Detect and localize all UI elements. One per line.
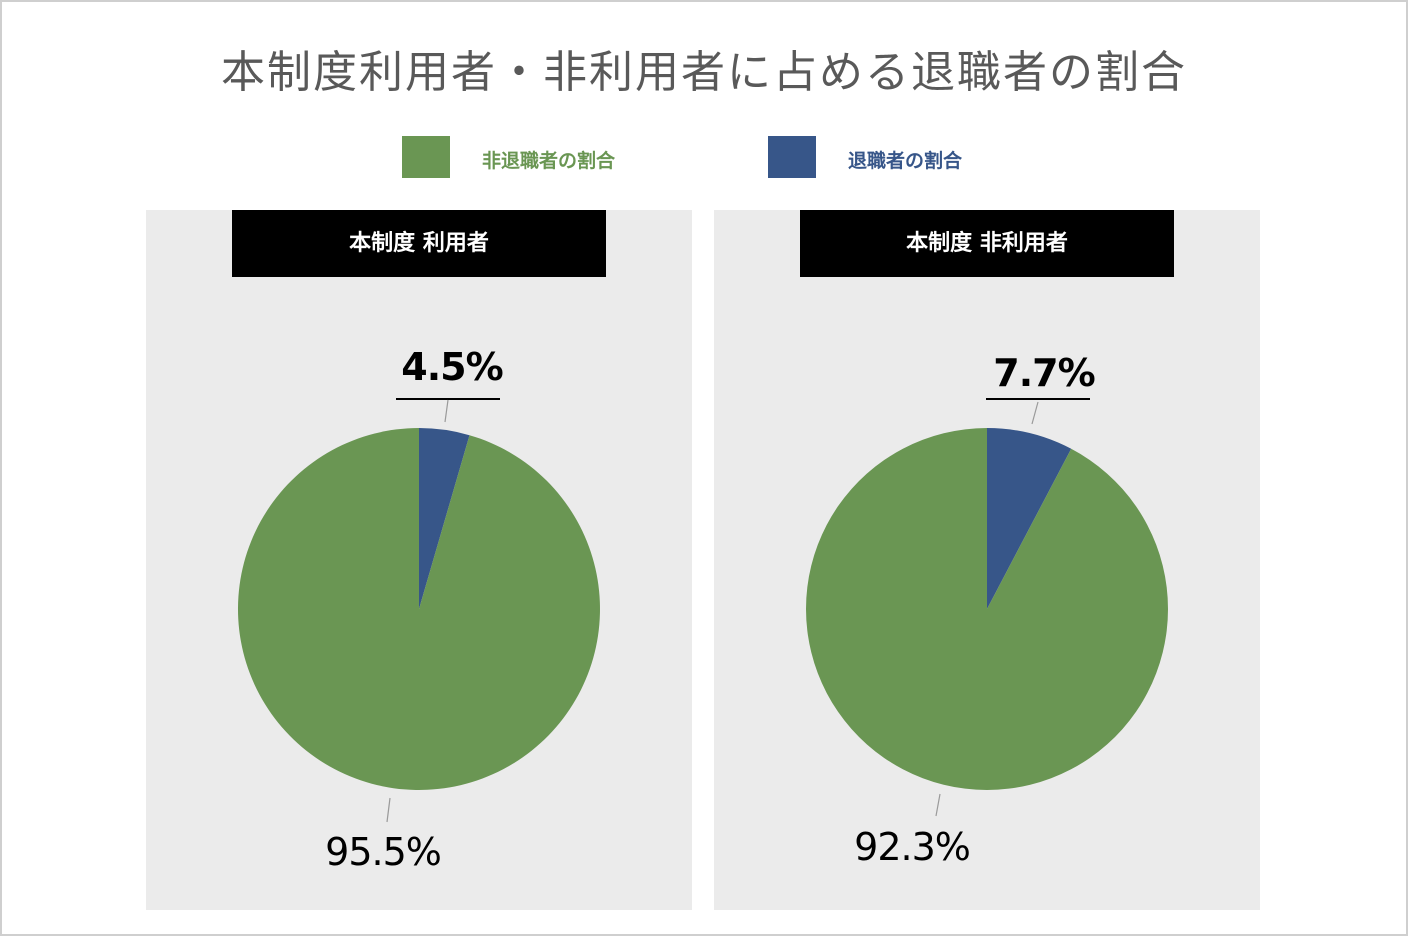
chart-title: 本制度利用者・非利用者に占める退職者の割合 xyxy=(221,47,1187,98)
data-label-non-retired: 92.3% xyxy=(854,825,970,869)
leader-line-retired xyxy=(444,399,449,423)
data-label-retired: 4.5% xyxy=(401,345,502,389)
panel-title-users: 本制度 利用者 xyxy=(232,210,606,277)
pie-chart-users: 4.5% 95.5% xyxy=(237,345,600,874)
pie-panel-users: 本制度 利用者 4.5% 95.5% xyxy=(146,210,692,910)
panel-title-non-users: 本制度 非利用者 xyxy=(800,210,1174,277)
pie-panel-non-users: 本制度 非利用者 7.7% 92.3% xyxy=(714,210,1260,910)
pie-slice-retired xyxy=(419,428,470,609)
legend-label-non-retired: 非退職者の割合 xyxy=(482,150,616,172)
pie-slice-retired xyxy=(987,428,1072,609)
leader-line-retired xyxy=(1031,401,1039,425)
pie-slice-non-retired xyxy=(237,428,600,791)
legend: 非退職者の割合 退職者の割合 xyxy=(0,136,1408,180)
leader-line-non-retired xyxy=(935,793,941,817)
pie-chart-non-users: 7.7% 92.3% xyxy=(806,351,1169,869)
leader-line-non-retired xyxy=(386,797,391,823)
data-label-retired: 7.7% xyxy=(993,351,1094,395)
data-label-non-retired: 95.5% xyxy=(325,830,441,874)
legend-swatch-retired xyxy=(768,136,816,178)
pie-slice-non-retired xyxy=(806,428,1169,790)
legend-swatch-non-retired xyxy=(402,136,450,178)
legend-label-retired: 退職者の割合 xyxy=(848,150,963,172)
